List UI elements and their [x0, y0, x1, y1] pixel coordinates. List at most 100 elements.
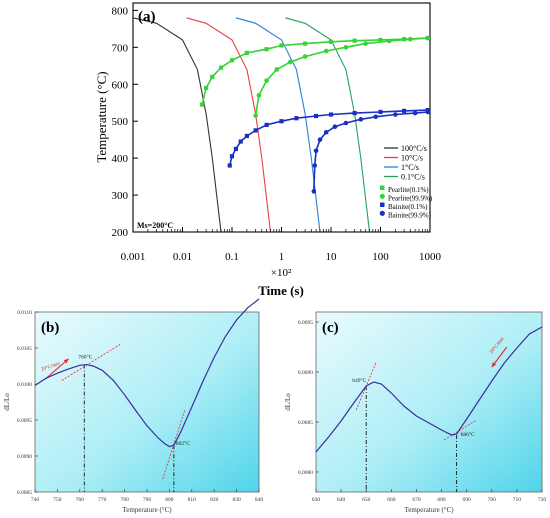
chart-a-point: [244, 133, 250, 139]
chart-b-ytick-label: 0.0090: [17, 454, 32, 460]
chart-b-xtick-label: 800: [165, 497, 174, 503]
chart-a-point: [402, 108, 407, 113]
chart-a-point: [303, 41, 308, 46]
chart-a-point: [317, 137, 323, 142]
chart-b-xtick-label: 830: [232, 497, 241, 503]
chart-a-point: [378, 37, 383, 43]
chart-b-annotation: 760°C: [78, 354, 92, 361]
chart-c-series-line: [315, 326, 543, 453]
chart-a-ytick-label: 300: [112, 190, 129, 202]
chart-c-xtick-label: 660: [387, 497, 396, 503]
chart-a-point: [287, 59, 293, 65]
chart-a-transformation-line: [313, 111, 428, 192]
chart-a-point: [229, 58, 235, 63]
chart-a-point: [328, 39, 334, 44]
chart-c-ytick-label: 0.0080: [298, 470, 313, 476]
chart-c-annotation: 686°C: [461, 431, 475, 438]
chart-a-point: [323, 48, 329, 54]
chart-a-point: [343, 45, 349, 50]
chart-a-point: [253, 128, 258, 133]
chart-a-point: [210, 74, 215, 79]
chart-a-xtick-label: 0.1: [225, 251, 239, 263]
chart-a-ytick-label: 600: [112, 79, 129, 91]
chart-a-ylabel: Temperature (°C): [94, 71, 109, 162]
chart-b-ytick-label: 0.0095: [17, 418, 32, 424]
chart-a-point: [313, 148, 319, 154]
chart-a-cooling-line: [186, 17, 272, 233]
chart-a-point: [363, 41, 368, 46]
chart-a-legend-swatch: [379, 193, 385, 199]
chart-a-point: [393, 112, 398, 117]
chart-a-point: [233, 146, 239, 151]
chart-a-xtick-label: 0.001: [121, 251, 146, 263]
chart-c-xtick-label: 650: [362, 497, 371, 503]
chart-b-rate-arrow-head: [63, 358, 69, 364]
chart-a-legend-entry: 1°C/s: [401, 163, 419, 172]
chart-a-legend-swatch: [380, 185, 385, 190]
chart-a-legend-swatch: [379, 210, 385, 216]
chart-a-point: [302, 54, 308, 59]
chart-b-ytick-label: 0.0085: [17, 490, 32, 496]
chart-a-point: [352, 38, 357, 43]
chart-c-xtick-label: 720: [538, 497, 547, 503]
chart-c-ylabel: dL/Lo: [284, 393, 292, 411]
chart-a-cooling-line: [285, 17, 371, 233]
chart-a-xtick-label: 1: [279, 251, 285, 263]
chart-b-ytick-label: 0.0110: [17, 310, 32, 316]
chart-c-ytick-label: 0.0090: [298, 370, 313, 376]
chart-a-xtick-label: 1000: [419, 251, 442, 263]
chart-c-annotation: 649°C: [352, 377, 366, 384]
chart-a-panel-label: (a): [138, 9, 156, 25]
chart-a-point: [312, 163, 318, 168]
chart-c-ytick-label: 0.0095: [298, 320, 313, 326]
chart-a-point: [238, 139, 243, 144]
chart-a-point: [425, 35, 431, 41]
chart-a-point: [264, 47, 269, 52]
chart-a-ytick-label: 700: [112, 42, 129, 54]
chart-a-legend-entry: 0.1°C/s: [401, 173, 425, 182]
chart-a-point: [408, 36, 413, 42]
chart-a-point: [323, 129, 329, 135]
chart-c-xtick-label: 670: [412, 497, 421, 503]
chart-b-xtick-label: 770: [98, 497, 107, 503]
chart-a-ytick-label: 200: [112, 227, 129, 239]
chart-a-cooling-line: [132, 17, 222, 233]
chart-b-ytick-label: 0.0105: [17, 346, 32, 352]
chart-a-point: [229, 154, 235, 159]
chart-c-xtick-label: 630: [312, 497, 321, 503]
chart-b: 760°C 802°C 20°C/min 740 750 760 770 780 790 800…: [3, 298, 264, 514]
chart-a-legend-entry: Bainite(0.1%): [388, 203, 428, 211]
chart-c-ytick-label: 0.0085: [298, 420, 313, 426]
chart-a-point: [425, 109, 431, 115]
chart-a-ytick-label: 500: [112, 116, 129, 128]
chart-a-point: [218, 65, 224, 70]
chart-a-point: [328, 112, 334, 117]
chart-a-point: [200, 102, 205, 107]
chart-a-xtick-label: 100: [372, 251, 389, 263]
chart-b-annotation: 802°C: [176, 440, 190, 447]
chart-a-point: [227, 163, 232, 168]
chart-a-point: [274, 67, 280, 72]
chart-c-plot-area: [315, 311, 543, 493]
chart-b-ylabel: dL/Lo: [3, 393, 11, 411]
chart-c-xtick-label: 690: [463, 497, 472, 503]
chart-a-point: [264, 122, 269, 127]
chart-c-rate-arrow-head: [491, 362, 497, 367]
chart-c-xtick-label: 710: [513, 497, 522, 503]
chart-a-xtick-label: 10: [326, 251, 338, 263]
chart-c-xlabel: Temperature (°C): [404, 506, 454, 514]
chart-b-xtick-label: 760: [76, 497, 85, 503]
chart-a-point: [204, 85, 209, 91]
chart-a-point: [378, 109, 383, 115]
chart-a-point: [386, 38, 392, 44]
chart-a-point: [294, 116, 299, 121]
chart-a-ytick-label: 800: [112, 5, 129, 17]
chart-a-point: [264, 78, 269, 83]
chart-a-xlabel: Time (s): [258, 283, 304, 298]
chart-a-point: [253, 113, 258, 118]
chart-b-xtick-label: 840: [255, 497, 264, 503]
chart-a-point: [311, 189, 317, 194]
chart-b-xtick-label: 750: [53, 497, 62, 503]
chart-a: 0.001 0.01 0.1 1 10 100 1000 200 300 400 500 600 70…: [94, 2, 442, 298]
